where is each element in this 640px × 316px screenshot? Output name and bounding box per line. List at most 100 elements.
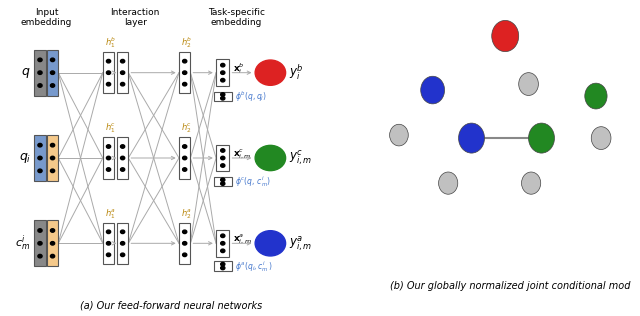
Circle shape: [458, 123, 484, 153]
Circle shape: [51, 254, 54, 258]
Circle shape: [221, 149, 225, 152]
Circle shape: [51, 143, 54, 147]
Text: $c_m^i$: $c_m^i$: [15, 234, 29, 253]
Circle shape: [221, 241, 225, 245]
Text: $q_i$: $q_i$: [19, 151, 31, 165]
Text: $y_i^b$: $y_i^b$: [289, 63, 304, 82]
Circle shape: [255, 145, 285, 171]
Circle shape: [221, 266, 225, 270]
Circle shape: [106, 253, 111, 257]
Text: $q$: $q$: [21, 66, 31, 80]
Circle shape: [221, 93, 225, 96]
Text: (b) Our globally normalized joint conditional mod: (b) Our globally normalized joint condit…: [390, 281, 630, 291]
Text: $y_{i,m}^c$: $y_{i,m}^c$: [289, 149, 312, 167]
Circle shape: [221, 97, 225, 100]
FancyBboxPatch shape: [179, 223, 190, 264]
Circle shape: [182, 82, 187, 86]
Circle shape: [51, 169, 54, 173]
Text: $y_{i,m}^a$: $y_{i,m}^a$: [289, 234, 312, 253]
FancyBboxPatch shape: [103, 52, 114, 93]
Text: Task-specific
embedding: Task-specific embedding: [207, 8, 264, 27]
Text: $h_2^a$: $h_2^a$: [181, 207, 192, 221]
Circle shape: [221, 182, 225, 185]
Text: $\phi^b(q,q_i)$: $\phi^b(q,q_i)$: [235, 89, 267, 104]
Circle shape: [221, 262, 225, 266]
Circle shape: [38, 84, 42, 87]
Text: (a) Our feed-forward neural networks: (a) Our feed-forward neural networks: [80, 300, 262, 310]
Circle shape: [51, 229, 54, 232]
Circle shape: [120, 241, 125, 245]
FancyBboxPatch shape: [214, 177, 232, 186]
Circle shape: [38, 156, 42, 160]
Circle shape: [38, 143, 42, 147]
Circle shape: [106, 82, 111, 86]
Circle shape: [120, 156, 125, 160]
Text: $h_1^a$: $h_1^a$: [105, 207, 116, 221]
Circle shape: [106, 168, 111, 171]
FancyBboxPatch shape: [35, 135, 45, 181]
Circle shape: [255, 231, 285, 256]
FancyBboxPatch shape: [216, 59, 229, 86]
Circle shape: [221, 71, 225, 74]
Circle shape: [106, 156, 111, 160]
Circle shape: [182, 168, 187, 171]
Circle shape: [182, 253, 187, 257]
Circle shape: [221, 164, 225, 167]
Circle shape: [420, 76, 445, 104]
Text: $h_2^b$: $h_2^b$: [181, 35, 192, 50]
Circle shape: [120, 71, 125, 74]
Text: $h_2^c$: $h_2^c$: [181, 122, 192, 135]
FancyBboxPatch shape: [179, 52, 190, 93]
Circle shape: [38, 229, 42, 232]
Circle shape: [221, 178, 225, 181]
Text: $h_1^c$: $h_1^c$: [105, 122, 116, 135]
Circle shape: [518, 73, 538, 95]
FancyBboxPatch shape: [179, 137, 190, 179]
FancyBboxPatch shape: [216, 230, 229, 257]
Circle shape: [438, 172, 458, 194]
Circle shape: [51, 84, 54, 87]
Circle shape: [182, 241, 187, 245]
Circle shape: [120, 230, 125, 234]
Circle shape: [221, 156, 225, 160]
Circle shape: [38, 241, 42, 245]
FancyBboxPatch shape: [47, 221, 58, 266]
Circle shape: [38, 71, 42, 74]
Circle shape: [106, 145, 111, 148]
Circle shape: [120, 253, 125, 257]
Circle shape: [255, 60, 285, 85]
Circle shape: [182, 59, 187, 63]
Text: Input
embedding: Input embedding: [20, 8, 72, 27]
Text: $\mathbf{x}_i^b$: $\mathbf{x}_i^b$: [234, 61, 245, 76]
FancyBboxPatch shape: [117, 223, 129, 264]
FancyBboxPatch shape: [35, 50, 45, 95]
Text: $\phi^a(q_i,c_m^i\,)$: $\phi^a(q_i,c_m^i\,)$: [235, 258, 273, 274]
Circle shape: [182, 156, 187, 160]
Circle shape: [591, 127, 611, 149]
Circle shape: [38, 254, 42, 258]
Text: $\mathbf{x}_{i,m}^c$: $\mathbf{x}_{i,m}^c$: [234, 148, 252, 161]
Circle shape: [51, 58, 54, 62]
Circle shape: [221, 78, 225, 82]
Circle shape: [221, 64, 225, 67]
FancyBboxPatch shape: [47, 50, 58, 95]
Circle shape: [182, 71, 187, 74]
FancyBboxPatch shape: [214, 261, 232, 271]
FancyBboxPatch shape: [47, 135, 58, 181]
Circle shape: [529, 123, 554, 153]
Circle shape: [585, 83, 607, 109]
Circle shape: [120, 82, 125, 86]
Circle shape: [120, 59, 125, 63]
Circle shape: [221, 249, 225, 252]
Circle shape: [182, 230, 187, 234]
Text: $h_1^b$: $h_1^b$: [105, 35, 116, 50]
Circle shape: [38, 58, 42, 62]
Text: $\phi^c(q,\,c_m^i)$: $\phi^c(q,\,c_m^i)$: [235, 174, 271, 189]
Circle shape: [106, 230, 111, 234]
FancyBboxPatch shape: [216, 145, 229, 171]
Text: Interaction
layer: Interaction layer: [111, 8, 160, 27]
Circle shape: [106, 59, 111, 63]
Circle shape: [492, 21, 518, 52]
Text: $\mathbf{x}_{i,\,m}^a$: $\mathbf{x}_{i,\,m}^a$: [234, 233, 253, 246]
Circle shape: [38, 169, 42, 173]
